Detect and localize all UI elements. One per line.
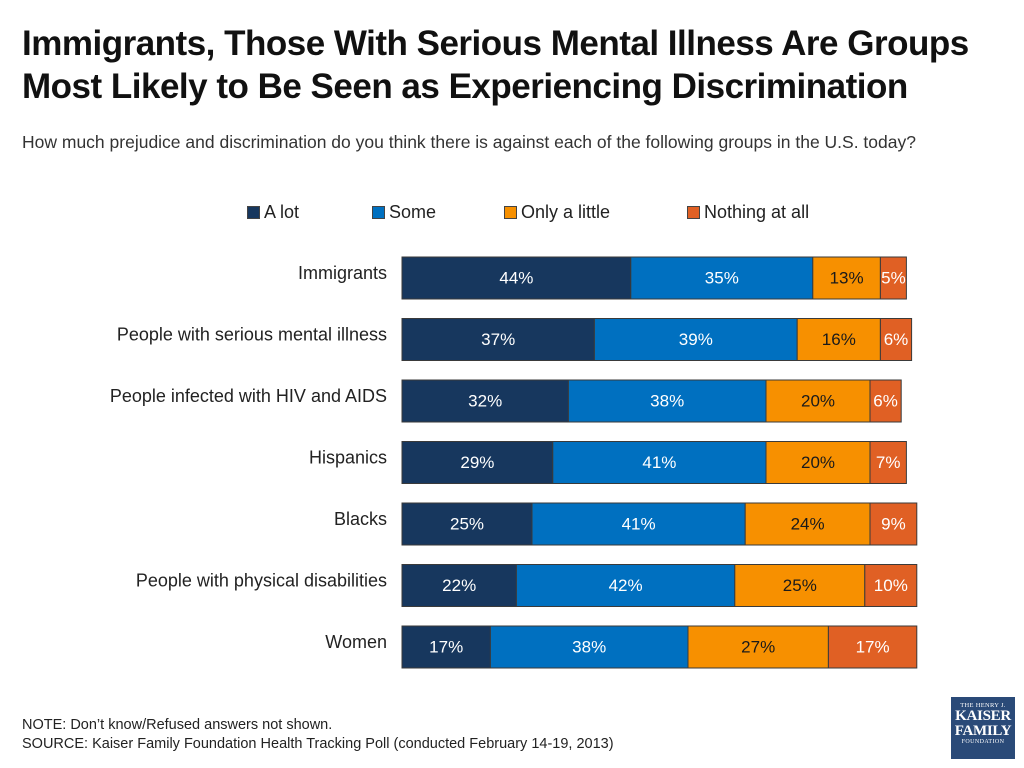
bar-segment-nothing-at-all xyxy=(869,502,918,546)
data-label: 38% xyxy=(650,391,684,410)
logo-line-4: FOUNDATION xyxy=(961,739,1005,745)
category-label: People with physical disabilities xyxy=(136,570,387,590)
logo-line-2: KAISER xyxy=(955,708,1011,724)
category-label: People infected with HIV and AIDS xyxy=(110,386,387,406)
data-label: 35% xyxy=(705,268,739,287)
data-label: 32% xyxy=(468,391,502,410)
data-label: 20% xyxy=(801,453,835,472)
data-label: 6% xyxy=(884,330,909,349)
chart-notes: NOTE: Don’t know/Refused answers not sho… xyxy=(22,716,614,754)
chart-subtitle: How much prejudice and discrimination do… xyxy=(22,132,916,152)
bar-segment-a-lot xyxy=(401,441,554,484)
category-label: Women xyxy=(325,632,387,652)
data-label: 17% xyxy=(856,637,890,656)
bar-row-people-with-serious-mental-illness: People with serious mental illness 37% 39%… xyxy=(117,318,913,361)
data-label: 13% xyxy=(830,268,864,287)
data-label: 6% xyxy=(873,391,898,410)
legend-swatch-nothing-at-all xyxy=(687,206,700,219)
bar-segment-nothing-at-all xyxy=(879,318,913,361)
bar-segment-some xyxy=(552,441,767,484)
bar-segment-only-a-little xyxy=(796,318,881,361)
data-label: 22% xyxy=(442,576,476,595)
data-label: 17% xyxy=(429,637,463,656)
bar-segment-a-lot xyxy=(401,318,595,361)
data-label: 29% xyxy=(460,453,494,472)
data-label: 10% xyxy=(874,576,908,595)
bar-row-immigrants: Immigrants 44% 35% 13% 5% xyxy=(298,256,907,300)
data-label: 25% xyxy=(450,514,484,533)
legend-item-some: Some xyxy=(372,202,436,223)
data-label: 24% xyxy=(791,514,825,533)
bar-segment-nothing-at-all xyxy=(869,441,907,484)
bar-segment-only-a-little xyxy=(687,625,829,669)
data-label: 27% xyxy=(741,637,775,656)
data-label: 38% xyxy=(572,637,606,656)
bar-row-people-with-physical-disabilities: People with physical disabilities 22% 42% 2… xyxy=(136,564,918,607)
bar-segment-nothing-at-all xyxy=(827,625,918,669)
data-label: 39% xyxy=(679,330,713,349)
bar-segment-nothing-at-all xyxy=(879,256,907,300)
kaiser-family-foundation-logo: THE HENRY J. KAISER FAMILY FOUNDATION xyxy=(951,697,1015,759)
legend-item-only-a-little: Only a little xyxy=(504,202,610,223)
bar-segment-only-a-little xyxy=(744,502,871,546)
category-label: People with serious mental illness xyxy=(117,324,387,344)
bar-segment-some xyxy=(515,564,736,607)
bar-row-people-infected-with-hiv-and-aids: People infected with HIV and AIDS 32% 38% 2… xyxy=(110,379,902,423)
bar-row-women: Women 17% 38% 27% 17% xyxy=(325,625,918,669)
legend-label-only-a-little: Only a little xyxy=(521,202,611,222)
data-label: 5% xyxy=(881,268,906,287)
legend-swatch-a-lot xyxy=(247,206,260,219)
legend-item-nothing-at-all: Nothing at all xyxy=(687,202,809,223)
category-label: Hispanics xyxy=(309,447,387,467)
logo-line-1: THE HENRY J. xyxy=(960,702,1006,709)
legend-label-a-lot: A lot xyxy=(264,202,300,222)
bar-row-blacks: Blacks 25% 41% 24% 9% xyxy=(334,502,918,546)
bar-segment-only-a-little xyxy=(734,564,866,607)
legend-label-some: Some xyxy=(389,202,437,222)
data-label: 41% xyxy=(642,453,676,472)
stacked-bar-chart: Immigrants 44% 35% 13% 5% People with serious… xyxy=(110,256,918,669)
bar-row-hispanics: Hispanics 29% 41% 20% 7% xyxy=(309,441,907,484)
bar-segment-nothing-at-all xyxy=(864,564,918,607)
category-label: Blacks xyxy=(334,509,387,529)
logo-line-3: FAMILY xyxy=(954,723,1012,739)
data-label: 37% xyxy=(481,330,515,349)
chart-title: Immigrants, Those With Serious Mental Il… xyxy=(22,24,969,106)
data-label: 7% xyxy=(876,453,901,472)
note-text: NOTE: Don’t know/Refused answers not sho… xyxy=(22,717,333,733)
bar-segment-some xyxy=(593,318,798,361)
source-text: SOURCE: Kaiser Family Foundation Health … xyxy=(22,736,614,752)
data-label: 44% xyxy=(499,268,533,287)
bar-segment-a-lot xyxy=(401,379,569,423)
legend-label-nothing-at-all: Nothing at all xyxy=(704,202,810,222)
data-label: 41% xyxy=(622,514,656,533)
bar-segment-some xyxy=(630,256,814,300)
legend: A lot Some Only a little Nothing at all xyxy=(0,202,1024,226)
data-label: 42% xyxy=(609,576,643,595)
category-label: Immigrants xyxy=(298,263,387,283)
legend-item-a-lot: A lot xyxy=(247,202,299,223)
bar-segment-some xyxy=(531,502,746,546)
legend-swatch-only-a-little xyxy=(504,206,517,219)
bar-segment-a-lot xyxy=(401,625,491,669)
data-label: 20% xyxy=(801,391,835,410)
bar-segment-only-a-little xyxy=(812,256,881,300)
bar-segment-nothing-at-all xyxy=(869,379,902,423)
bar-segment-a-lot xyxy=(401,502,533,546)
legend-swatch-some xyxy=(372,206,385,219)
bar-segment-a-lot xyxy=(401,256,632,300)
bar-segment-a-lot xyxy=(401,564,517,607)
data-label: 16% xyxy=(822,330,856,349)
data-label: 25% xyxy=(783,576,817,595)
bar-segment-some xyxy=(567,379,767,423)
data-label: 9% xyxy=(881,514,906,533)
